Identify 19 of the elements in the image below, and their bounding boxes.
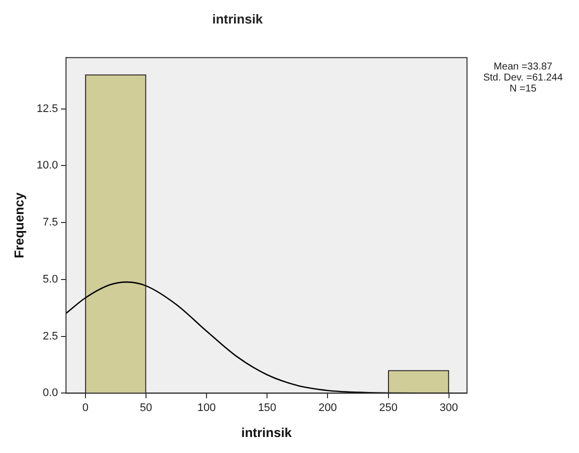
text: N =15 [510,83,537,94]
x-tick-label: 200 [318,402,337,414]
x-tick-label: 0 [82,402,88,414]
x-axis-title: intrinsik [241,424,293,440]
x-tick-label: 150 [258,402,276,414]
y-tick-label: 2.5 [42,330,58,342]
x-tick-label: 50 [140,402,152,414]
x-tick-label: 300 [440,402,458,414]
y-tick-label: 0.0 [42,387,58,400]
text: Mean =33.87 [494,61,553,72]
x-tick-label: 250 [379,402,398,414]
y-tick-label: 5.0 [42,273,58,286]
text: Std. Dev. =61.244 [483,72,564,84]
y-tick-label: 12.5 [36,102,58,115]
x-tick-label: 100 [197,402,216,414]
y-tick-label: 10.0 [36,160,58,172]
y-axis-title: Frequency [11,192,26,258]
chart-title: intrinsik [212,11,264,26]
y-tick-label: 7.5 [42,216,58,229]
